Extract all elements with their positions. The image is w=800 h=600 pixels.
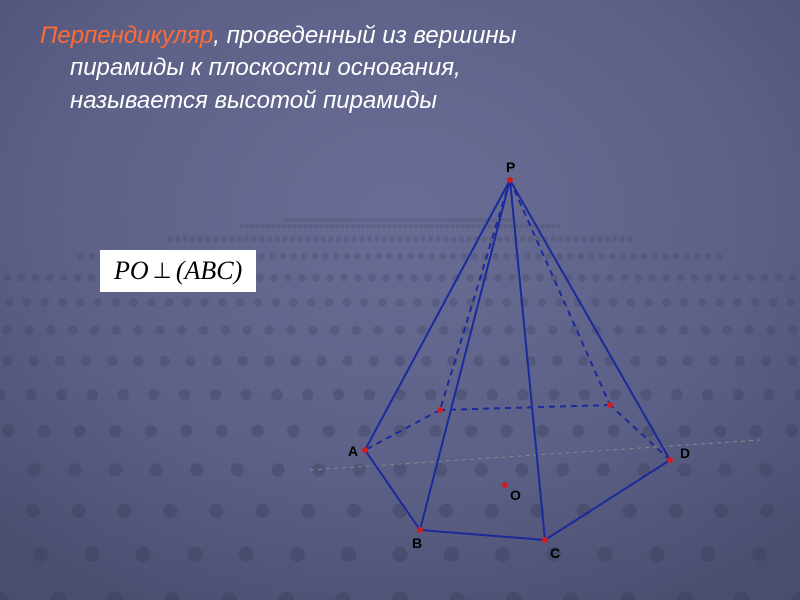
highlighted-term: Перпендикуляр [40, 22, 213, 49]
svg-text:B: B [412, 535, 422, 551]
formula-rhs: (ABC) [176, 256, 242, 286]
pyramid-diagram: P A B C D O [250, 160, 770, 580]
definition-text: Перпендикуляр, проведенный из вершины пи… [40, 20, 760, 117]
perp-symbol: ⊥ [153, 258, 172, 284]
heading-rest1: , проведенный из вершины [213, 22, 516, 49]
heading-line3: называется высотой пирамиды [40, 87, 437, 114]
formula: PO ⊥ (ABC) [100, 250, 256, 292]
heading-line2: пирамиды к плоскости основания, [40, 54, 461, 81]
svg-text:C: C [550, 545, 560, 561]
svg-text:D: D [680, 445, 690, 461]
svg-text:P: P [506, 160, 515, 175]
svg-text:A: A [348, 443, 358, 459]
formula-lhs: PO [114, 256, 149, 286]
svg-text:O: O [510, 487, 521, 503]
